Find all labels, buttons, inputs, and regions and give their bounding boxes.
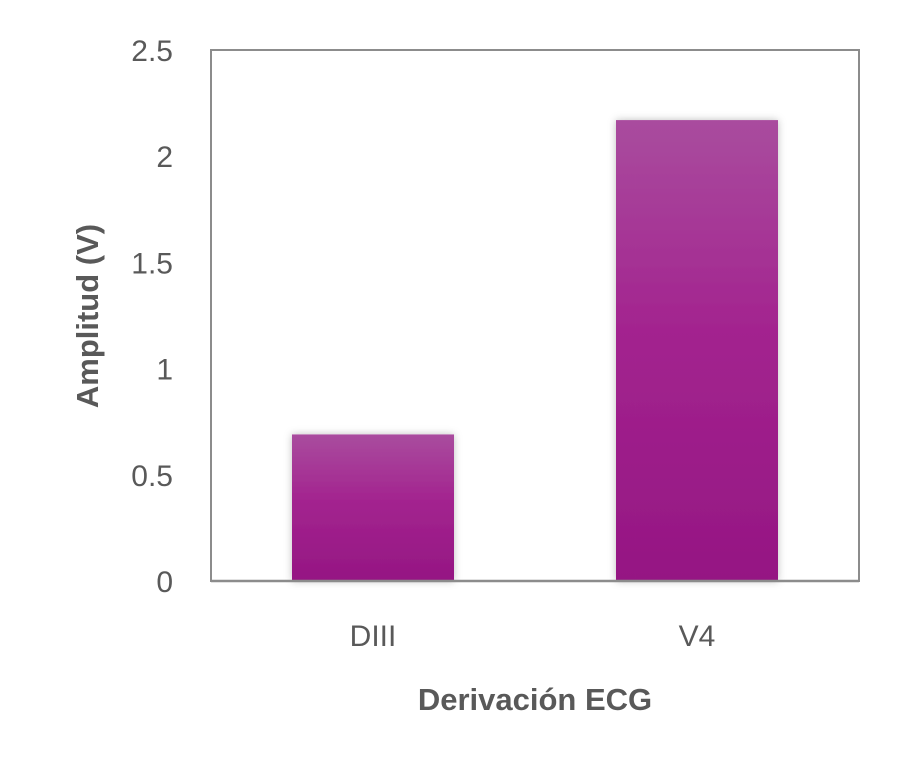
x-axis-title: Derivación ECG [418, 682, 652, 717]
x-tick-labels: DIII V4 [350, 620, 716, 653]
x-tick-label-diii: DIII [350, 620, 397, 653]
bar-diii [292, 434, 454, 581]
y-tick-label: 2.5 [131, 35, 173, 68]
bars-group [292, 120, 778, 581]
y-tick-label: 2 [156, 141, 173, 174]
y-tick-label: 0 [156, 566, 173, 599]
y-tick-label: 1 [156, 354, 173, 387]
y-tick-label: 0.5 [131, 460, 173, 493]
bar-v4 [616, 120, 778, 581]
y-axis-title: Amplitud (V) [70, 224, 105, 408]
x-tick-label-v4: V4 [679, 620, 716, 653]
y-tick-labels: 0 0.5 1 1.5 2 2.5 [131, 35, 173, 599]
y-tick-label: 1.5 [131, 247, 173, 280]
